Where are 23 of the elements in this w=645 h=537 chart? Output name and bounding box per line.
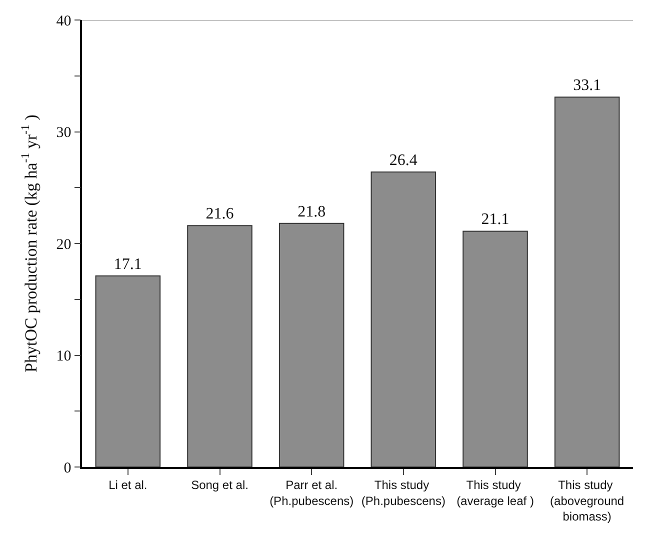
y-tick-label: 30 bbox=[56, 125, 72, 141]
x-tick-label: This study (Ph.pubescens) bbox=[361, 478, 446, 508]
bar bbox=[370, 171, 436, 467]
y-tick-label: 20 bbox=[56, 236, 72, 253]
y-tick-label: 40 bbox=[56, 13, 72, 30]
data-label: 21.6 bbox=[206, 206, 234, 223]
data-label: 21.8 bbox=[298, 203, 326, 220]
x-tick-label: This study (average leaf ) bbox=[456, 478, 534, 508]
x-tick-label: Li et al. bbox=[108, 478, 148, 492]
y-tick-label: 0 bbox=[64, 460, 72, 476]
bar bbox=[187, 225, 252, 467]
bar bbox=[95, 275, 161, 467]
data-label: 26.4 bbox=[389, 152, 418, 169]
data-label: 17.1 bbox=[114, 256, 142, 273]
x-tick-label: This study (aboveground biomass) bbox=[550, 478, 624, 524]
data-label: 33.1 bbox=[573, 77, 602, 94]
bar bbox=[278, 222, 344, 467]
bar bbox=[462, 230, 528, 467]
x-tick-label: Song et al. bbox=[191, 478, 248, 492]
bar bbox=[554, 96, 620, 467]
x-tick-label: Parr et al.(Ph.pubescens) bbox=[270, 478, 354, 508]
data-label: 21.1 bbox=[481, 211, 510, 228]
y-tick-label: 10 bbox=[56, 348, 72, 364]
